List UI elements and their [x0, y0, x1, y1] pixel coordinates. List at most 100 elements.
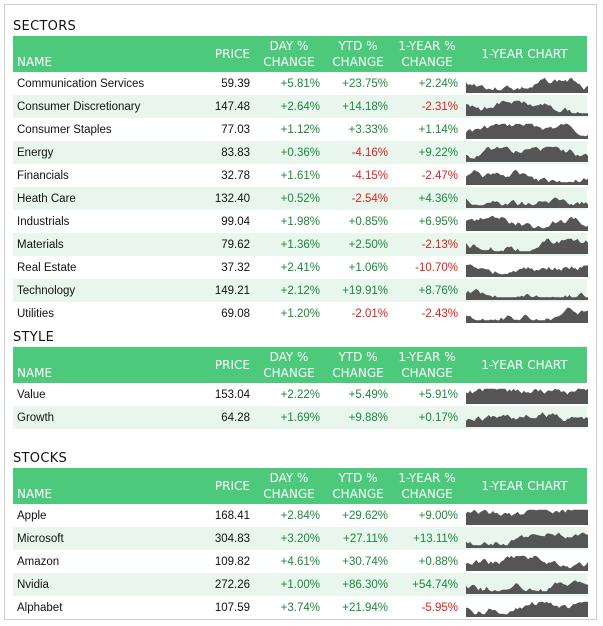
row-sparkline [462, 256, 588, 279]
table-row[interactable]: Amazon 109.82 +4.61% +30.74% +0.88% [13, 550, 588, 573]
row-sparkline [462, 210, 588, 233]
section-stocks: STOCKS NAME PRICE DAY % CHANGE YTD % CHANG… [13, 450, 588, 619]
row-name[interactable]: Amazon [17, 555, 60, 568]
row-day-change: +0.52% [280, 192, 320, 205]
table-row[interactable]: Utilities 69.08 +1.20% -2.01% -2.43% [13, 302, 588, 325]
table-header-row: NAME PRICE DAY % CHANGE YTD % CHANGE 1-YEA… [13, 347, 587, 383]
row-yr-change: -2.43% [421, 307, 458, 320]
column-header-price[interactable]: PRICE [214, 47, 250, 61]
row-yr-change: +9.22% [418, 146, 458, 159]
column-header-name[interactable]: NAME [17, 55, 53, 69]
table-row[interactable]: Consumer Discretionary 147.48 +2.64% +14.18… [13, 95, 588, 118]
row-yr-change: +13.11% [413, 532, 458, 545]
row-ytd-change: +21.94% [342, 601, 388, 614]
row-sparkline [462, 302, 588, 325]
row-sparkline [462, 527, 588, 550]
table-row[interactable]: Apple 168.41 +2.84% +29.62% +9.00% [13, 504, 588, 527]
row-name[interactable]: Consumer Staples [17, 123, 112, 136]
row-ytd-change: +30.74% [342, 555, 388, 568]
row-name[interactable]: Consumer Discretionary [17, 100, 141, 113]
sparkline-chart [466, 263, 588, 277]
row-yr-change: +54.74% [412, 578, 458, 591]
row-name[interactable]: Alphabet [17, 601, 63, 614]
row-yr-change: +0.88% [418, 555, 458, 568]
table-row[interactable]: Technology 149.21 +2.12% +19.91% +8.76% [13, 279, 588, 302]
row-name[interactable]: Communication Services [17, 77, 145, 90]
row-day-change: +2.41% [280, 261, 320, 274]
table-row[interactable]: Alphabet 107.59 +3.74% +21.94% -5.95% [13, 596, 588, 619]
table-row[interactable]: Growth 64.28 +1.69% +9.88% +0.17% [13, 406, 588, 429]
row-ytd-change: +9.88% [348, 411, 388, 424]
column-header-ytd-change[interactable]: YTD % CHANGE [332, 39, 384, 69]
row-price: 149.21 [214, 284, 250, 297]
row-ytd-change: -2.54% [351, 192, 388, 205]
row-ytd-change: +1.06% [348, 261, 388, 274]
row-sparkline [462, 72, 588, 95]
row-name[interactable]: Real Estate [17, 261, 77, 274]
row-name[interactable]: Industrials [17, 215, 70, 228]
column-header-1year-change[interactable]: 1-YEAR % CHANGE [398, 471, 456, 501]
column-header-ytd-change[interactable]: YTD % CHANGE [332, 350, 384, 380]
row-name[interactable]: Heath Care [17, 192, 76, 205]
row-name[interactable]: Nvidia [17, 578, 49, 591]
table-row[interactable]: Communication Services 59.39 +5.81% +23.75%… [13, 72, 588, 95]
sparkline-chart [466, 123, 588, 139]
row-day-change: +1.61% [280, 169, 320, 182]
table-row[interactable]: Real Estate 37.32 +2.41% +1.06% -10.70% [13, 256, 588, 279]
row-name[interactable]: Value [17, 388, 46, 401]
row-name[interactable]: Growth [17, 411, 55, 424]
row-sparkline [462, 141, 588, 164]
row-ytd-change: +27.11% [343, 532, 388, 545]
table-row[interactable]: Financials 32.78 +1.61% -4.15% -2.47% [13, 164, 588, 187]
row-price: 32.78 [221, 169, 250, 182]
row-name[interactable]: Technology [17, 284, 76, 297]
column-header-day-change[interactable]: DAY % CHANGE [263, 350, 315, 380]
sparkline-area [466, 100, 588, 116]
row-yr-change: +1.14% [418, 123, 458, 136]
sparkline-area [466, 555, 588, 571]
section-title-sectors: SECTORS [13, 19, 77, 34]
row-yr-change: -2.13% [421, 238, 458, 251]
row-ytd-change: +5.49% [348, 388, 388, 401]
sparkline-chart [466, 411, 588, 427]
sparkline-area [466, 307, 588, 323]
sparkline-chart [466, 532, 588, 548]
column-header-1year-change[interactable]: 1-YEAR % CHANGE [398, 350, 456, 380]
table-row[interactable]: Value 153.04 +2.22% +5.49% +5.91% [13, 383, 588, 406]
column-header-price[interactable]: PRICE [214, 358, 250, 372]
row-name[interactable]: Materials [17, 238, 64, 251]
row-day-change: +1.69% [280, 411, 320, 424]
row-yr-change: +2.24% [418, 77, 458, 90]
column-header-ytd-change[interactable]: YTD % CHANGE [332, 471, 384, 501]
row-day-change: +0.36% [280, 146, 320, 159]
column-header-name[interactable]: NAME [17, 366, 53, 380]
table-row[interactable]: Heath Care 132.40 +0.52% -2.54% +4.36% [13, 187, 588, 210]
row-yr-change: +5.91% [418, 388, 458, 401]
row-sparkline [462, 573, 588, 596]
table-header-row: NAME PRICE DAY % CHANGE YTD % CHANGE 1-YEA… [13, 468, 587, 504]
table-row[interactable]: Microsoft 304.83 +3.20% +27.11% +13.11% [13, 527, 588, 550]
column-header-day-change[interactable]: DAY % CHANGE [263, 39, 315, 69]
table-header-row: NAME PRICE DAY % CHANGE YTD % CHANGE 1-YEA… [13, 36, 587, 72]
sparkline-chart [466, 77, 588, 93]
table-row[interactable]: Energy 83.83 +0.36% -4.16% +9.22% [13, 141, 588, 164]
row-name[interactable]: Utilities [17, 307, 55, 320]
table-row[interactable]: Nvidia 272.26 +1.00% +86.30% +54.74% [13, 573, 588, 596]
table-row[interactable]: Industrials 99.04 +1.98% +0.85% +6.95% [13, 210, 588, 233]
column-header-1year-change[interactable]: 1-YEAR % CHANGE [398, 39, 456, 69]
row-name[interactable]: Microsoft [17, 532, 64, 545]
sparkline-area [466, 532, 588, 548]
table-row[interactable]: Materials 79.62 +1.36% +2.50% -2.13% [13, 233, 588, 256]
column-header-name[interactable]: NAME [17, 487, 53, 501]
row-ytd-change: +23.75% [342, 77, 388, 90]
table-row[interactable]: Consumer Staples 77.03 +1.12% +3.33% +1.14% [13, 118, 588, 141]
sparkline-chart [466, 100, 588, 116]
column-header-price[interactable]: PRICE [214, 479, 250, 493]
row-name[interactable]: Apple [17, 509, 47, 522]
sparkline-area [466, 123, 588, 139]
row-name[interactable]: Energy [17, 146, 54, 159]
row-name[interactable]: Financials [17, 169, 69, 182]
column-header-day-change[interactable]: DAY % CHANGE [263, 471, 315, 501]
row-ytd-change: +19.91% [342, 284, 388, 297]
row-price: 59.39 [221, 77, 250, 90]
